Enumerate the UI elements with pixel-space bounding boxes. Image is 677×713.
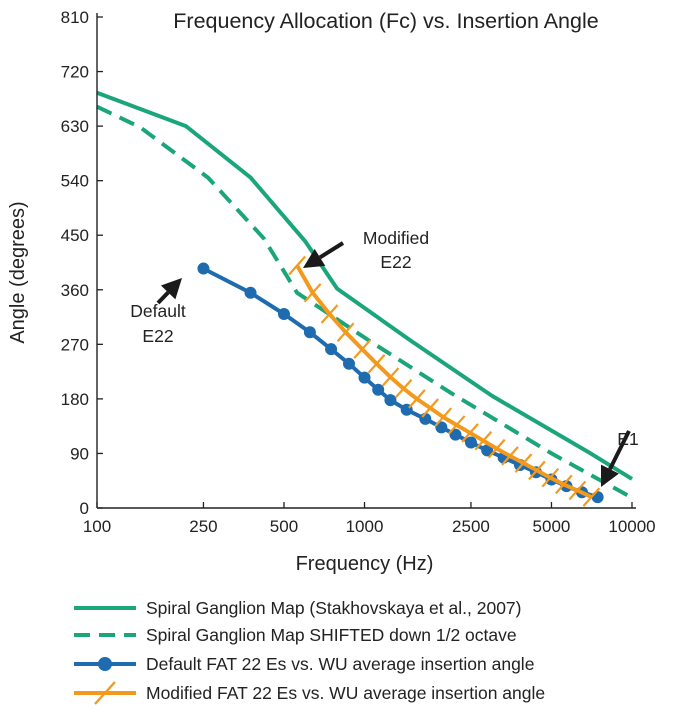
data-point-modified [474, 430, 493, 451]
data-point-modified [434, 407, 453, 427]
legend-swatch-marker [94, 681, 116, 705]
series-line-2 [96, 104, 633, 500]
data-point-modified [353, 339, 371, 359]
data-point-default [197, 262, 210, 275]
y-tick-label: 810 [61, 8, 89, 27]
data-point-default [384, 394, 397, 407]
plot-area [96, 90, 634, 507]
x-tick-label: 10000 [608, 517, 655, 536]
data-point-modified [501, 446, 519, 466]
data-point-default [591, 491, 604, 504]
default-e22-label-2: E22 [142, 326, 173, 346]
data-point-default [277, 308, 290, 321]
data-point-modified [336, 322, 355, 342]
chart-title: Frequency Allocation (Fc) vs. Insertion … [173, 9, 598, 33]
e1-arrow-head [601, 464, 619, 487]
series-line-3 [202, 266, 599, 500]
data-point-modified [288, 255, 306, 276]
data-point-modified [514, 453, 533, 473]
data-point-modified [461, 423, 479, 443]
modified-e22-arrow-shaft [318, 241, 345, 260]
data-point-modified [303, 283, 322, 303]
x-tick-label: 1000 [346, 517, 384, 536]
data-point-modified [554, 474, 573, 495]
annotations: Modified E22 Default E22 E1 [130, 228, 639, 487]
y-tick-label: 90 [70, 444, 89, 463]
x-tick-label: 5000 [533, 517, 571, 536]
data-point-default [303, 326, 316, 339]
x-tick-label: 250 [189, 517, 217, 536]
data-point-modified [447, 415, 466, 435]
data-point-modified [320, 304, 339, 324]
legend-swatch-marker [98, 657, 112, 671]
y-tick-label: 0 [80, 499, 89, 518]
data-point-modified [367, 354, 386, 374]
data-point-modified [381, 367, 400, 387]
data-point-modified [541, 467, 560, 488]
data-point-modified [568, 480, 587, 501]
series-line-4 [295, 264, 593, 499]
default-e22-arrow-head [160, 278, 182, 300]
legend-label-1: Spiral Ganglion Map (Stakhovskaya et al.… [146, 598, 521, 618]
y-tick-label: 630 [61, 117, 89, 136]
modified-e22-label-1: Modified [363, 228, 429, 248]
data-point-default [435, 421, 448, 434]
data-point-modified [408, 389, 426, 409]
series-line-1 [96, 90, 634, 481]
data-point-modified [528, 460, 546, 481]
data-point-modified [394, 378, 413, 399]
data-point-default [464, 436, 477, 449]
modified-e22-arrow-head [303, 248, 326, 268]
modified-e22-label-2: E22 [380, 252, 411, 272]
data-point-modified [487, 438, 506, 459]
legend-label-2: Spiral Ganglion Map SHIFTED down 1/2 oct… [146, 625, 517, 645]
x-tick-label: 100 [83, 517, 111, 536]
x-axis-label: Frequency (Hz) [296, 553, 434, 575]
data-point-default [325, 343, 338, 356]
default-e22-label-1: Default [130, 301, 186, 321]
data-point-default [244, 286, 257, 299]
default-e22-arrow-shaft [156, 291, 170, 305]
data-point-modified [582, 487, 601, 507]
y-tick-label: 720 [61, 63, 89, 82]
y-tick-label: 540 [61, 172, 89, 191]
y-tick-label: 180 [61, 390, 89, 409]
data-point-default [481, 444, 494, 457]
y-tick-label: 450 [61, 226, 89, 245]
y-tick-label: 360 [61, 281, 89, 300]
data-point-modified [421, 398, 439, 418]
e1-label: E1 [617, 429, 638, 449]
legend: Spiral Ganglion Map (Stakhovskaya et al.… [74, 598, 545, 705]
e1-arrow-shaft [608, 430, 631, 471]
data-point-default [342, 357, 355, 370]
axes: 0 90 180 270 360 450 540 630 720 810 100 250 500 1000… [7, 8, 656, 575]
legend-label-3: Default FAT 22 Es vs. WU average inserti… [146, 654, 534, 674]
y-axis-label: Angle (degrees) [7, 201, 29, 343]
data-point-default [372, 383, 385, 396]
x-tick-label: 500 [270, 517, 298, 536]
data-point-default [449, 428, 462, 441]
legend-label-4: Modified FAT 22 Es vs. WU average insert… [146, 683, 545, 703]
x-tick-label: 2500 [452, 517, 490, 536]
y-tick-label: 270 [61, 335, 89, 354]
data-point-default [358, 371, 371, 384]
